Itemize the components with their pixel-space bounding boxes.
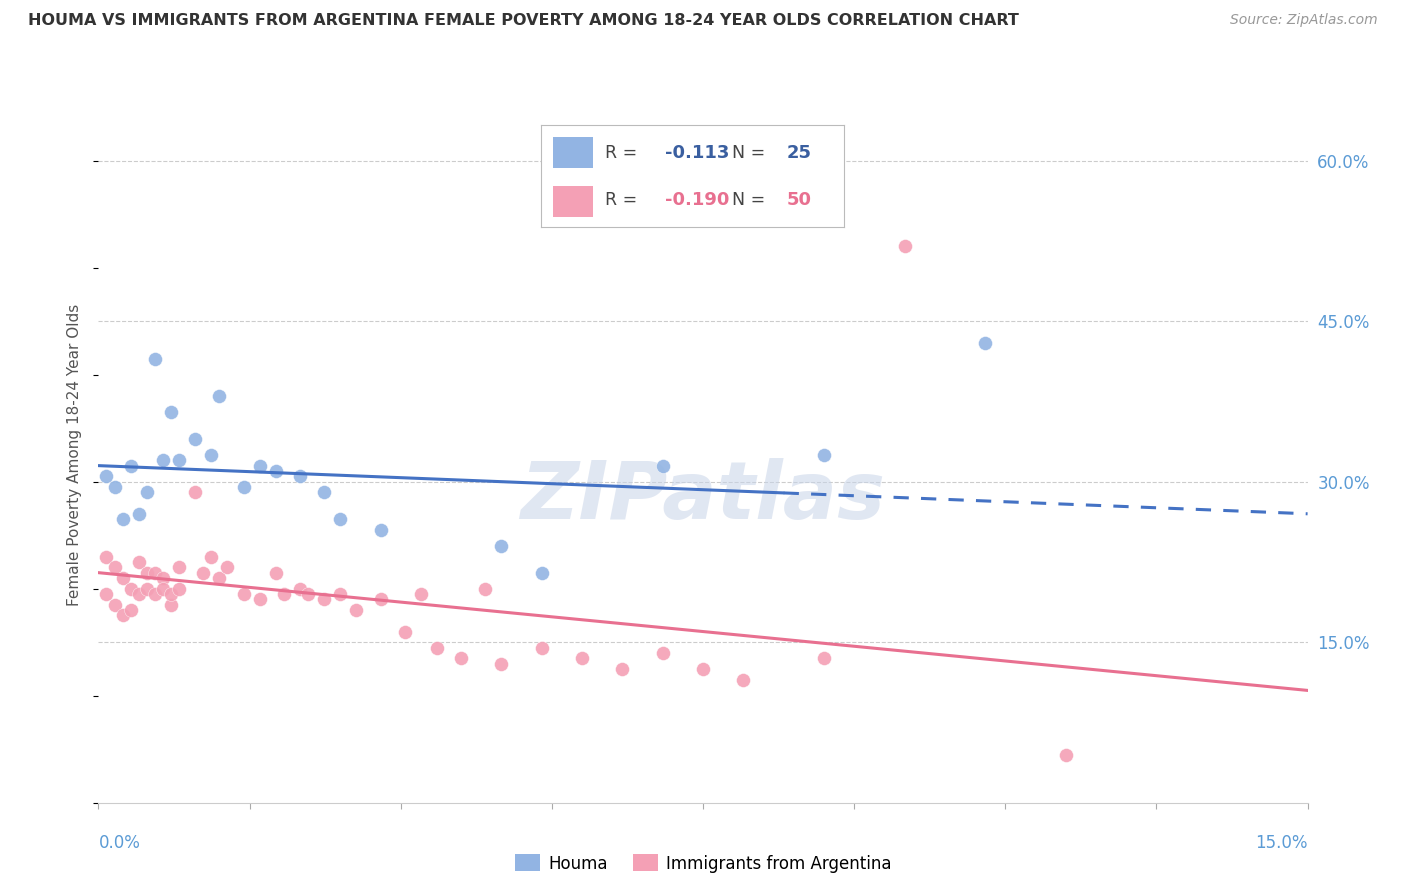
Point <box>344 603 367 617</box>
Point <box>167 582 190 596</box>
Point <box>370 523 392 537</box>
Point <box>120 458 142 473</box>
Point <box>530 640 553 655</box>
Point <box>152 571 174 585</box>
Point <box>491 539 513 553</box>
Point <box>249 458 271 473</box>
Point <box>167 560 190 574</box>
Point <box>152 453 174 467</box>
Point <box>329 587 352 601</box>
Point <box>232 480 254 494</box>
Point <box>120 603 142 617</box>
Point <box>314 592 336 607</box>
Point <box>111 608 134 623</box>
Point <box>208 571 231 585</box>
Point <box>491 657 513 671</box>
Point <box>152 582 174 596</box>
Point <box>103 598 125 612</box>
Bar <box>554 137 593 168</box>
Point <box>813 448 835 462</box>
Text: N =: N = <box>731 144 770 161</box>
Y-axis label: Female Poverty Among 18-24 Year Olds: Female Poverty Among 18-24 Year Olds <box>67 304 83 606</box>
Point <box>217 560 239 574</box>
Text: 25: 25 <box>786 144 811 161</box>
Text: -0.113: -0.113 <box>665 144 730 161</box>
Point <box>143 351 166 366</box>
Point <box>111 512 134 526</box>
Point <box>128 507 150 521</box>
Point <box>288 582 311 596</box>
Bar <box>554 186 593 218</box>
Point <box>288 469 311 483</box>
Point <box>128 555 150 569</box>
Point <box>571 651 593 665</box>
Point <box>103 480 125 494</box>
Point <box>474 582 496 596</box>
Point <box>160 598 183 612</box>
Point <box>530 566 553 580</box>
Text: R =: R = <box>605 191 643 209</box>
Point <box>193 566 215 580</box>
Point <box>450 651 472 665</box>
Point <box>96 587 118 601</box>
Text: -0.190: -0.190 <box>665 191 730 209</box>
Point <box>813 651 835 665</box>
Point <box>733 673 755 687</box>
Point <box>128 587 150 601</box>
Point <box>893 239 915 253</box>
Point <box>96 469 118 483</box>
Point <box>612 662 634 676</box>
Point <box>651 458 673 473</box>
Point <box>135 485 157 500</box>
Point <box>264 566 287 580</box>
Point <box>184 485 207 500</box>
Point <box>208 389 231 403</box>
Text: 0.0%: 0.0% <box>98 834 141 852</box>
Point <box>426 640 449 655</box>
Point <box>160 405 183 419</box>
Text: N =: N = <box>731 191 770 209</box>
Point <box>297 587 319 601</box>
Text: R =: R = <box>605 144 643 161</box>
Point <box>143 587 166 601</box>
Point <box>1054 747 1077 762</box>
Text: 15.0%: 15.0% <box>1256 834 1308 852</box>
Point <box>394 624 416 639</box>
Point <box>96 549 118 564</box>
Point <box>264 464 287 478</box>
Point <box>200 448 222 462</box>
Point <box>103 560 125 574</box>
Text: 50: 50 <box>786 191 811 209</box>
Point <box>329 512 352 526</box>
Point <box>249 592 271 607</box>
Text: HOUMA VS IMMIGRANTS FROM ARGENTINA FEMALE POVERTY AMONG 18-24 YEAR OLDS CORRELAT: HOUMA VS IMMIGRANTS FROM ARGENTINA FEMAL… <box>28 13 1019 29</box>
Point <box>651 646 673 660</box>
Point <box>135 566 157 580</box>
Point <box>974 335 997 350</box>
Point <box>111 571 134 585</box>
Point <box>370 592 392 607</box>
Point <box>200 549 222 564</box>
Legend: Houma, Immigrants from Argentina: Houma, Immigrants from Argentina <box>508 847 898 880</box>
Point <box>160 587 183 601</box>
Point <box>120 582 142 596</box>
Point <box>314 485 336 500</box>
Point <box>135 582 157 596</box>
Point <box>273 587 295 601</box>
Point <box>184 432 207 446</box>
Point <box>167 453 190 467</box>
Text: ZIPatlas: ZIPatlas <box>520 458 886 536</box>
Text: Source: ZipAtlas.com: Source: ZipAtlas.com <box>1230 13 1378 28</box>
Point <box>692 662 714 676</box>
Point <box>143 566 166 580</box>
Point <box>409 587 432 601</box>
Point <box>232 587 254 601</box>
